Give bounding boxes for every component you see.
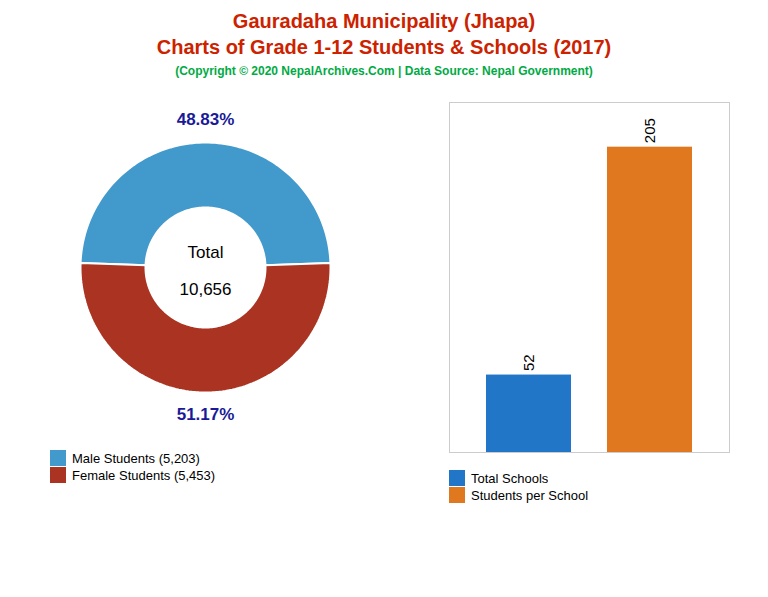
svg-text:48.83%: 48.83% <box>176 110 234 129</box>
html-text:Students per School: Students per School <box>471 487 589 503</box>
svg-text:52: 52 <box>519 354 536 371</box>
svg-text:10,656: 10,656 <box>179 280 231 299</box>
html-text:(Copyright © 2020 NepalArchive: (Copyright © 2020 NepalArchives.Com | Da… <box>175 64 593 78</box>
svg-text:51.17%: 51.17% <box>176 405 234 424</box>
html-text:Female Students (5,453): Female Students (5,453) <box>72 467 216 483</box>
html-text:Charts of Grade 1-12 Students: Charts of Grade 1-12 Students & Schools … <box>156 36 612 58</box>
svg-text:Total: Total <box>187 243 223 262</box>
html-text:Total Schools: Total Schools <box>471 470 549 486</box>
svg-text:205: 205 <box>640 118 657 143</box>
html-text:Male Students (5,203): Male Students (5,203) <box>72 450 200 466</box>
html-text:Gauradaha Municipality (Jhapa): Gauradaha Municipality (Jhapa) <box>232 10 536 32</box>
